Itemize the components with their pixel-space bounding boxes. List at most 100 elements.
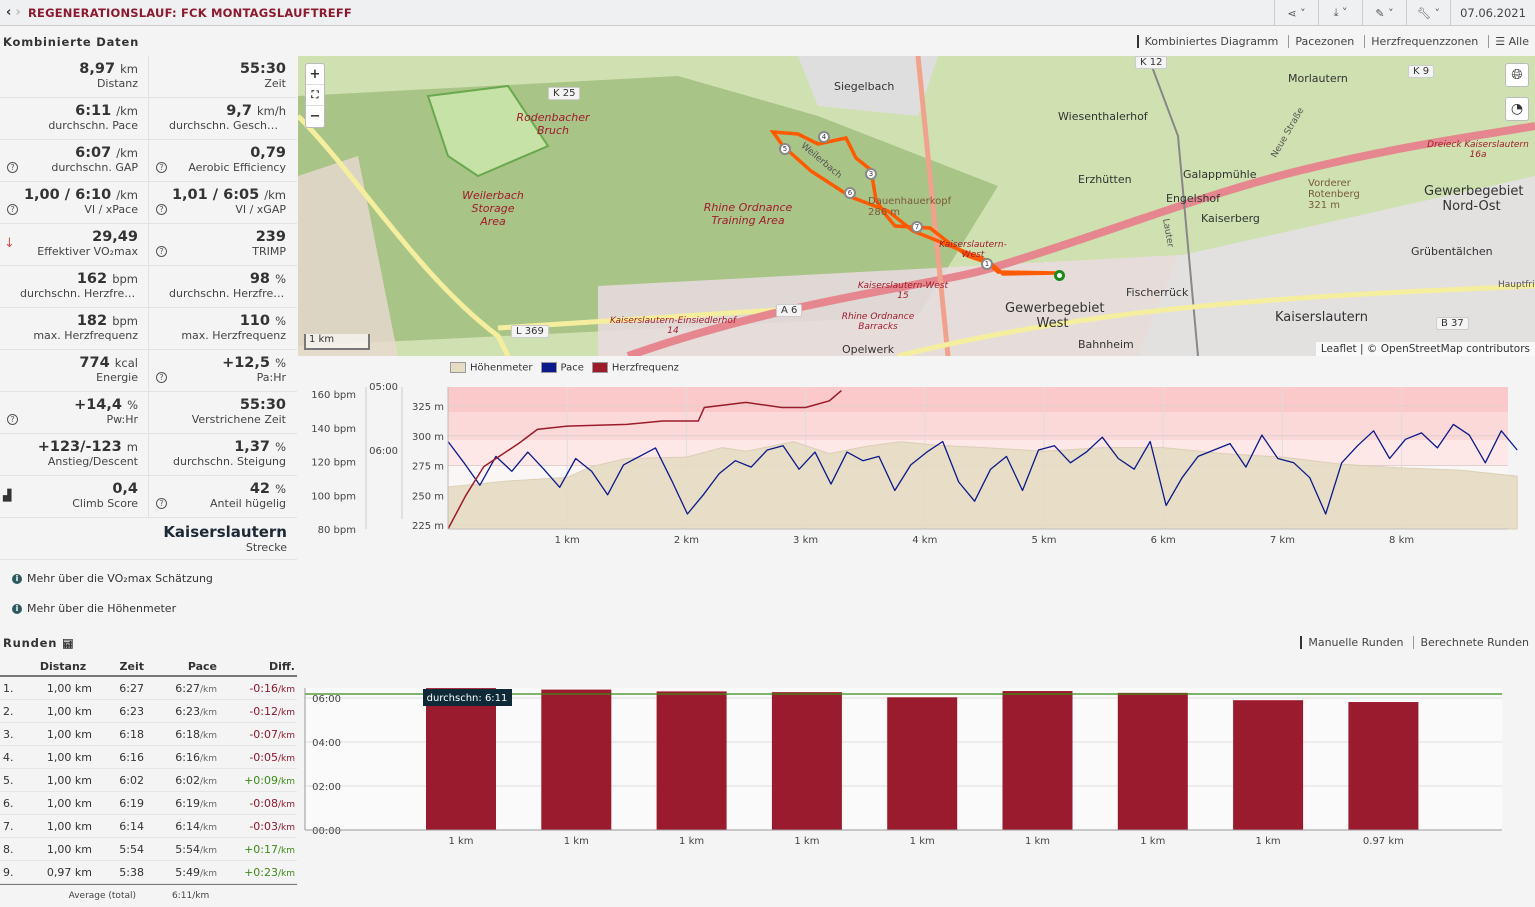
zoom-in-button[interactable]: +	[306, 64, 324, 85]
info-elevation-link[interactable]: i Mehr über die Höhenmeter	[12, 602, 176, 615]
cell-value: -0:03	[249, 819, 278, 833]
map-attribution[interactable]: Leaflet | © OpenStreetMap contributors	[1315, 342, 1535, 356]
lap-bar[interactable]	[771, 692, 842, 830]
stat-unit: km/h	[256, 104, 286, 118]
stat-number: 1,37	[234, 439, 270, 455]
route-km-marker[interactable]: 5	[779, 143, 791, 155]
speedometer-icon[interactable]: ◔	[1505, 97, 1529, 121]
route-km-marker[interactable]: 4	[818, 131, 830, 143]
forward-icon[interactable]: ›	[15, 5, 21, 20]
map-place-label: Grübentälchen	[1411, 245, 1493, 258]
table-row[interactable]: 4. 1,00 km 6:16 6:16/km -0:05/km	[0, 746, 297, 769]
lap-bar[interactable]	[1233, 700, 1304, 830]
combined-chart[interactable]: 1 km 2 km 3 km 4 km 5 km 6 km 7 km 8 km 80 bpm 10…	[298, 378, 1535, 553]
laps-tabs: Manuelle Runden Berechnete Runden	[1300, 636, 1529, 649]
help-icon[interactable]: ?	[156, 372, 167, 383]
map-place-label: Opelwerk	[842, 343, 895, 356]
table-cell: -0:07/km	[217, 728, 295, 741]
zoom-out-button[interactable]: −	[309, 109, 321, 124]
table-row[interactable]: 6. 1,00 km 6:19 6:19/km -0:08/km	[0, 792, 297, 815]
stat-label: Effektiver VO₂max	[37, 245, 138, 258]
help-icon[interactable]: ?	[7, 414, 18, 425]
info-link-label[interactable]: Mehr über die Höhenmeter	[27, 602, 177, 615]
help-icon[interactable]: ?	[156, 246, 167, 257]
help-icon[interactable]: ?	[156, 204, 167, 215]
cell-value: 1.	[3, 681, 14, 695]
help-icon[interactable]: ?	[7, 162, 18, 173]
arrow-down-icon: ↓	[4, 236, 15, 251]
legend-pace[interactable]: Pace	[540, 362, 584, 374]
table-row[interactable]: 9. 0,97 km 5:38 5:49/km +0:23/km	[0, 861, 297, 884]
route-map[interactable]: 1 3 4 5 6 7 Siegelbach Wiesenthalerhof Morlaute…	[298, 56, 1535, 356]
table-row[interactable]: 1. 1,00 km 6:27 6:27/km -0:16/km	[0, 677, 297, 700]
info-link-label[interactable]: Mehr über die VO₂max Schätzung	[27, 572, 213, 585]
stat-number: 182	[76, 313, 108, 329]
stat-unit: %	[275, 314, 286, 328]
info-icon: i	[12, 603, 22, 614]
tab-pacezones[interactable]: Pacezonen	[1288, 35, 1354, 48]
cell-value: 6.	[3, 796, 14, 810]
stat-value: 239	[149, 229, 286, 245]
tab-all[interactable]: ☰ Alle	[1488, 35, 1529, 48]
stat-number: 9,7	[226, 103, 252, 119]
unit-label: /km	[199, 799, 217, 810]
wrench-icon[interactable]: 🔧︎ ˅	[1406, 0, 1450, 26]
table-row[interactable]: 8. 1,00 km 5:54 5:54/km +0:17/km	[0, 838, 297, 861]
x-tick-label: 1 km	[910, 836, 935, 847]
stat-row: ? 6:07 /km durchschn. GAP? 0,79 Aerobic Effi…	[0, 140, 297, 182]
lap-bar[interactable]	[656, 691, 727, 830]
magic-icon[interactable]: ✎ ˅	[1362, 0, 1406, 26]
lap-bar[interactable]	[1117, 692, 1188, 830]
globe-icon[interactable]: 🌐︎	[1505, 63, 1529, 87]
lap-bar[interactable]	[887, 697, 958, 830]
route-km-marker[interactable]: 6	[844, 187, 856, 199]
column-header[interactable]: Diff.	[269, 659, 295, 673]
route-km-marker[interactable]: 7	[911, 221, 923, 233]
laps-bar-chart[interactable]: 00:00 02:00 04:00 06:00 1 km 1 km 1 km 1 km 1 km…	[298, 660, 1535, 860]
lap-bar[interactable]	[426, 688, 496, 830]
column-header[interactable]: Pace	[187, 659, 217, 673]
lap-bar[interactable]	[1348, 702, 1419, 830]
map-place-label: Hauptfried	[1498, 280, 1535, 290]
table-row[interactable]: 3. 1,00 km 6:18 6:18/km -0:07/km	[0, 723, 297, 746]
lap-bar[interactable]	[541, 689, 612, 830]
legend-heart-rate[interactable]: Herzfrequenz	[591, 362, 679, 374]
download-icon[interactable]: ⤓ ˅	[1318, 0, 1362, 26]
table-row[interactable]: 7. 1,00 km 6:14 6:14/km -0:03/km	[0, 815, 297, 838]
chart-icon[interactable]: 📊︎	[62, 640, 75, 650]
fullscreen-button[interactable]: ⛶	[306, 85, 324, 106]
cell-value: 6:27	[119, 681, 144, 695]
help-icon[interactable]: ?	[7, 204, 18, 215]
average-label: Average (total)	[68, 891, 136, 901]
share-icon[interactable]: ⋖ ˅	[1274, 0, 1318, 26]
table-row[interactable]: 2. 1,00 km 6:23 6:23/km -0:12/km	[0, 700, 297, 723]
stat-number: 1,01 / 6:05	[171, 187, 260, 203]
route-km-marker[interactable]: 1	[981, 258, 993, 270]
tab-hrzones[interactable]: Herzfrequenzzonen	[1364, 35, 1478, 48]
route-km-marker[interactable]: 3	[865, 168, 877, 180]
back-icon[interactable]: ‹	[6, 5, 12, 20]
legend-elevation[interactable]: Höhenmeter	[450, 362, 533, 374]
table-row[interactable]: 5. 1,00 km 6:02 6:02/km +0:09/km	[0, 769, 297, 792]
tab-manual-laps[interactable]: Manuelle Runden	[1300, 636, 1403, 649]
stat-unit: bpm	[112, 272, 138, 286]
tab-combined[interactable]: Kombiniertes Diagramm	[1136, 35, 1278, 48]
stat-cell: 110 % max. Herzfrequenz	[148, 308, 296, 349]
stat-value: 1,01 / 6:05 /km	[149, 187, 286, 203]
column-header[interactable]: Distanz	[39, 659, 87, 673]
info-vo2max-link[interactable]: i Mehr über die VO₂max Schätzung	[12, 572, 213, 585]
map-place-label: Bahnheim	[1078, 338, 1134, 351]
route-name[interactable]: Kaiserslautern	[163, 523, 287, 541]
help-icon[interactable]: ?	[156, 498, 167, 509]
elev-tick-label: 225 m	[412, 521, 444, 532]
help-icon[interactable]: ?	[156, 162, 167, 173]
tab-calculated-laps[interactable]: Berechnete Runden	[1413, 636, 1529, 649]
stat-label: TRIMP	[252, 245, 286, 258]
cell-value: -0:05	[249, 750, 278, 764]
table-cell: 5:54	[92, 843, 144, 856]
elev-tick-label: 300 m	[412, 432, 444, 443]
lap-bar[interactable]	[1002, 691, 1073, 830]
column-header[interactable]: Zeit	[119, 659, 144, 673]
stat-cell: 98 %durchschn. Herzfrequenz	[148, 266, 296, 307]
finish-marker[interactable]	[1054, 270, 1065, 281]
